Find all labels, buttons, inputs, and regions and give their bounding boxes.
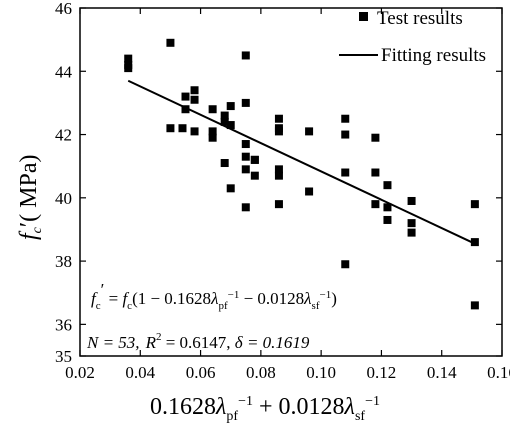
data-point [226,184,235,193]
x-axis-label: 0.1628λpf−1 + 0.0128λsf−1 [150,394,380,424]
data-point [470,301,479,310]
data-point [178,124,187,133]
data-point [371,133,380,142]
y-tick-label: 44 [55,62,73,81]
data-point [190,95,199,104]
data-point [341,168,350,177]
data-point [407,196,416,205]
data-point [407,228,416,237]
x-tick-labels: 0.02 0.04 0.06 0.08 0.10 0.12 0.14 0.16 [65,363,510,382]
x-tick-label: 0.04 [125,363,155,382]
formula-annotation: fc′ = fc(1 − 0.1628λpf−1 − 0.0128λsf−1) [91,280,337,312]
data-point [341,130,350,139]
data-point [226,102,235,111]
data-point [383,203,392,212]
data-point [274,114,283,123]
axis-ticks [79,7,503,357]
data-point [241,203,250,212]
data-point [371,168,380,177]
y-axis-label: fc′( MPa) [16,155,45,240]
x-tick-label: 0.12 [367,363,397,382]
data-point [241,98,250,107]
data-point [208,133,217,142]
data-point [250,155,259,164]
test-points-group [124,38,479,310]
data-point [190,127,199,136]
data-point [166,38,175,47]
data-point [220,117,229,126]
data-point [226,121,235,130]
x-tick-label: 0.10 [306,363,336,382]
data-point [250,171,259,180]
data-point [470,238,479,247]
x-tick-label: 0.06 [186,363,216,382]
data-point [407,219,416,228]
data-point [124,54,133,63]
data-point [383,181,392,190]
data-point [208,127,217,136]
data-point [166,124,175,133]
data-point [241,152,250,161]
data-point [241,165,250,174]
data-point [274,171,283,180]
legend-marker-square [359,12,368,21]
y-tick-label: 40 [55,189,72,208]
fitting-line [127,79,476,245]
data-point [208,105,217,114]
fitting-line-group [127,79,476,245]
data-point [241,51,250,60]
data-point [274,200,283,209]
y-tick-labels: 35 36 38 40 42 44 46 [55,0,73,366]
y-tick-label: 46 [55,0,72,18]
data-point [341,260,350,269]
y-tick-label: 36 [55,315,72,334]
data-point [181,92,190,101]
data-point [274,165,283,174]
y-tick-label: 35 [55,347,72,366]
legend-label-fitting: Fitting results [381,45,486,66]
data-point [383,215,392,224]
data-point [241,140,250,149]
x-tick-label: 0.16 [487,363,510,382]
legend: Test results Fitting results [339,8,486,66]
plot-frame [79,7,503,357]
data-point [371,200,380,209]
data-point [124,64,133,73]
x-tick-label: 0.14 [427,363,457,382]
y-tick-label: 38 [55,252,72,271]
data-point [190,86,199,95]
data-point [470,200,479,209]
data-point [181,105,190,114]
data-point [220,111,229,120]
data-point [305,187,314,196]
y-tick-label: 42 [55,126,72,145]
x-tick-label: 0.02 [65,363,95,382]
stats-annotation: N = 53, R2 = 0.6147, δ = 0.1619 [86,331,310,352]
data-point [341,114,350,123]
x-tick-label: 0.08 [246,363,276,382]
data-point [305,127,314,136]
data-point [220,159,229,168]
legend-label-test: Test results [377,8,463,29]
data-point [274,127,283,136]
